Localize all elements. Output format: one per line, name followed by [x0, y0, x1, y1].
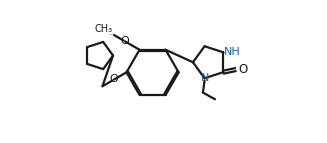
Text: CH₃: CH₃ — [94, 24, 112, 34]
Text: O: O — [238, 63, 247, 76]
Text: methoxy: methoxy — [110, 34, 116, 35]
Text: NH: NH — [224, 47, 241, 57]
Text: O: O — [110, 75, 118, 85]
Text: O: O — [121, 36, 129, 46]
Text: N: N — [200, 73, 209, 83]
